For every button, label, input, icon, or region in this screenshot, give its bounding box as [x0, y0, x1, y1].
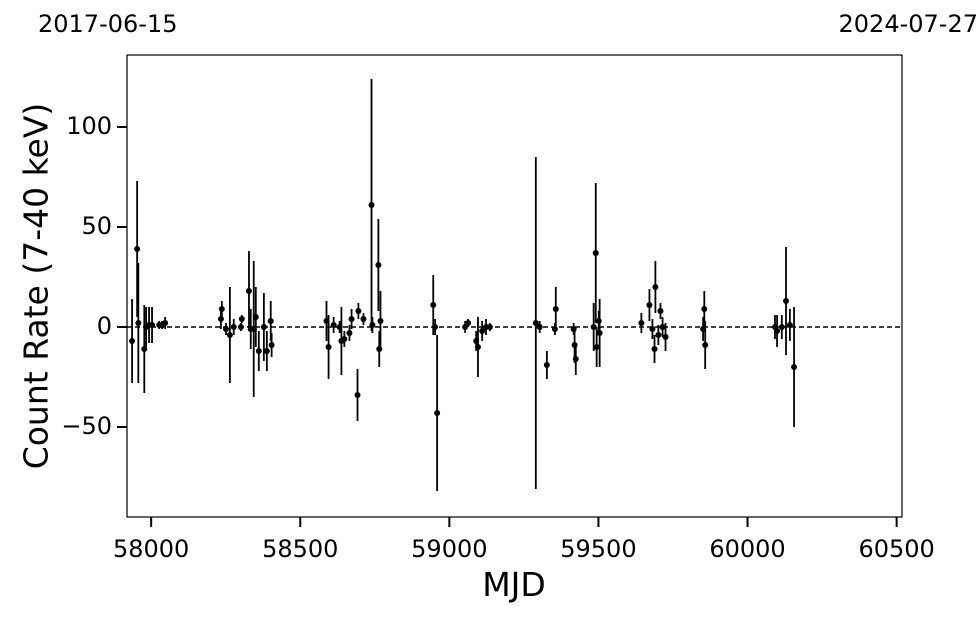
- data-point: [536, 324, 543, 330]
- data-point: [226, 332, 233, 338]
- start-date: 2017-06-15: [38, 10, 177, 38]
- data-point: [237, 324, 244, 330]
- data-point: [355, 308, 362, 314]
- data-point: [369, 322, 376, 328]
- data-point: [263, 348, 270, 354]
- data-point: [238, 316, 245, 322]
- data-point: [571, 342, 578, 348]
- data-point: [230, 324, 237, 330]
- data-point: [596, 330, 603, 336]
- data-point: [572, 356, 579, 362]
- data-point: [465, 320, 472, 326]
- data-point: [376, 346, 383, 352]
- data-point: [149, 322, 156, 328]
- data-point: [486, 324, 493, 330]
- data-point: [592, 250, 599, 256]
- plot-frame: [126, 54, 903, 518]
- x-tick-label: 58000: [113, 535, 189, 563]
- data-point: [346, 330, 353, 336]
- data-point: [268, 342, 275, 348]
- y-tick-label: 0: [97, 312, 112, 340]
- data-point: [252, 314, 259, 320]
- data-point: [646, 302, 653, 308]
- data-point: [375, 262, 382, 268]
- data-point: [532, 320, 539, 326]
- data-point: [593, 344, 600, 350]
- data-point: [774, 328, 781, 334]
- data-point: [255, 348, 262, 354]
- x-tick-label: 60500: [858, 535, 934, 563]
- data-point: [590, 324, 597, 330]
- data-point: [649, 326, 656, 332]
- x-axis-label: MJD: [482, 565, 546, 604]
- data-point: [245, 288, 252, 294]
- data-point: [354, 392, 361, 398]
- data-point: [330, 322, 337, 328]
- data-point: [702, 342, 709, 348]
- data-point: [267, 318, 274, 324]
- x-tick-label: 59500: [560, 535, 636, 563]
- data-point: [479, 328, 486, 334]
- data-point: [129, 338, 136, 344]
- data-point: [218, 306, 225, 312]
- data-point: [778, 324, 785, 330]
- data-point: [651, 346, 658, 352]
- data-point: [552, 306, 559, 312]
- y-tick-label: 100: [66, 112, 112, 140]
- data-point: [360, 316, 367, 322]
- data-point: [430, 302, 437, 308]
- y-tick-label: 50: [81, 212, 112, 240]
- y-tick-label: −50: [61, 412, 112, 440]
- data-point: [377, 318, 384, 324]
- data-point: [135, 320, 142, 326]
- data-point: [474, 344, 481, 350]
- y-axis-label: Count Rate (7-40 keV): [17, 103, 56, 470]
- data-point: [432, 324, 439, 330]
- data-point: [141, 346, 148, 352]
- data-point: [659, 324, 666, 330]
- data-point: [217, 316, 224, 322]
- data-point: [134, 246, 141, 252]
- data-point: [222, 326, 229, 332]
- data-point: [652, 284, 659, 290]
- x-tick-label: 59000: [411, 535, 487, 563]
- data-point: [348, 316, 355, 322]
- data-point: [783, 298, 790, 304]
- data-point: [543, 362, 550, 368]
- data-point: [368, 202, 375, 208]
- x-tick-label: 60000: [709, 535, 785, 563]
- data-point: [657, 308, 664, 314]
- data-point: [791, 364, 798, 370]
- data-point: [341, 336, 348, 342]
- data-point: [260, 324, 267, 330]
- data-point: [701, 306, 708, 312]
- data-point: [786, 322, 793, 328]
- data-point: [655, 332, 662, 338]
- data-point: [638, 320, 645, 326]
- data-point: [325, 344, 332, 350]
- data-point: [434, 410, 441, 416]
- x-tick-label: 58500: [262, 535, 338, 563]
- data-point: [662, 334, 669, 340]
- data-point: [162, 320, 169, 326]
- end-date: 2024-07-27: [839, 10, 978, 38]
